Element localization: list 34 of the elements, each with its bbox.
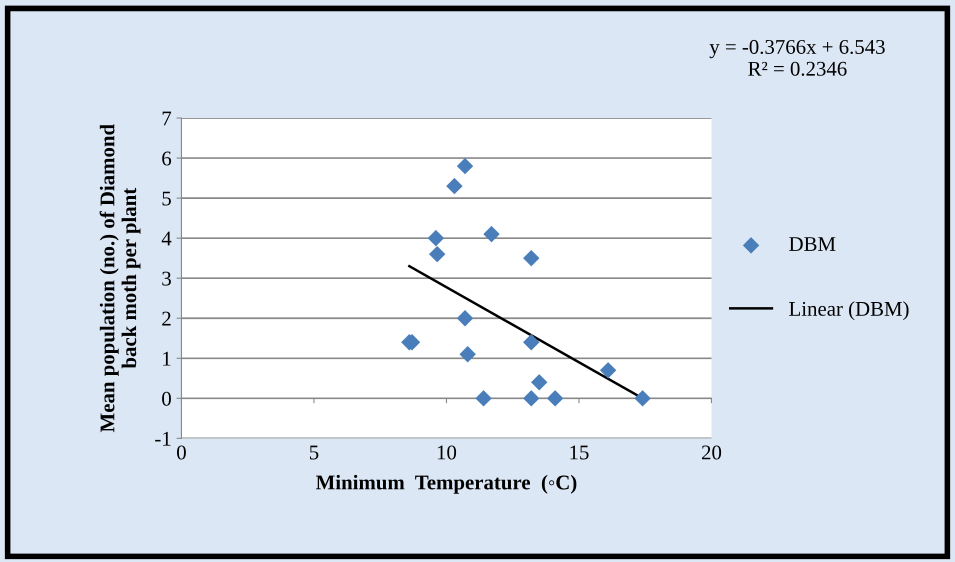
point [546, 390, 564, 407]
point [446, 178, 463, 194]
y-tick-label: 5 [162, 192, 171, 206]
y-tick-label: 6 [162, 151, 172, 166]
point [531, 374, 548, 391]
point [475, 390, 492, 407]
point [600, 362, 616, 379]
legend-label: Linear (DBM) [789, 301, 909, 320]
point [523, 334, 540, 350]
point [428, 230, 444, 246]
legend-label: DBM [789, 237, 836, 251]
point [459, 346, 476, 362]
x-axis-title: Minimum Temperature (◦C) [316, 474, 576, 494]
y-axis-title: Mean population (no.) of Diamond back moth per plant [100, 124, 140, 432]
point [483, 226, 500, 242]
point [523, 390, 540, 407]
x-tick-label: 20 [702, 445, 722, 460]
point [523, 250, 540, 266]
y-tick-label: 1 [163, 352, 170, 366]
x-tick-label: 0 [177, 445, 186, 460]
x-tick-label: 5 [310, 446, 318, 460]
x-tick-label: 10 [438, 445, 456, 460]
y-tick-label: 3 [162, 272, 171, 286]
y-tick-label: -1 [155, 432, 170, 446]
y-tick-label: 2 [162, 312, 171, 326]
point [428, 246, 446, 262]
y-tick-label: 0 [162, 392, 171, 406]
x-tick-label: 15 [570, 446, 589, 460]
point [456, 310, 474, 326]
y-tick-label: 4 [162, 232, 172, 246]
point [634, 390, 651, 407]
point [456, 158, 474, 174]
text: y = -0.3766x + 6.543 R² = 0.2346 [710, 40, 885, 76]
y-tick-label: 7 [162, 112, 172, 126]
